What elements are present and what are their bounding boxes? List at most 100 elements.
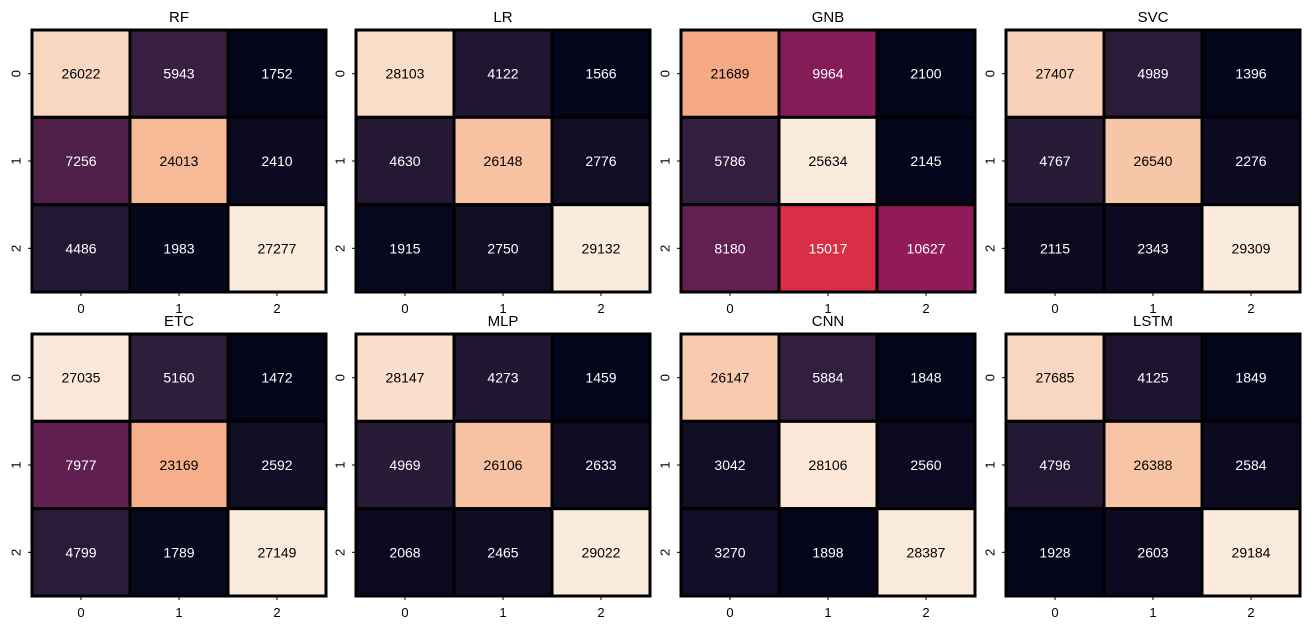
- cell-value-label: 8180: [714, 240, 745, 256]
- y-tick-label: 0: [8, 70, 23, 77]
- y-tick-label: 1: [657, 157, 672, 164]
- heatmap-cell: [452, 419, 554, 511]
- cell-value-label: 4796: [1039, 457, 1070, 473]
- cell-value-label: 27277: [258, 240, 297, 256]
- cell-value-label: 29184: [1232, 544, 1271, 560]
- cell-value-label: 5943: [163, 66, 194, 82]
- x-tick-label: 2: [922, 605, 929, 620]
- cell-value-label: 2592: [261, 457, 292, 473]
- panel-title-rf: RF: [169, 9, 189, 26]
- cell-value-label: 2100: [910, 66, 941, 82]
- cell-value-label: 4486: [65, 240, 96, 256]
- y-tick-label: 2: [8, 245, 23, 252]
- cell-value-label: 4969: [389, 457, 420, 473]
- x-tick-label: 0: [1051, 605, 1058, 620]
- heatmap-cell: [30, 507, 132, 598]
- x-tick-label: 0: [1051, 301, 1058, 316]
- heatmap-cell: [1200, 419, 1302, 511]
- heatmap-cell: [777, 332, 879, 423]
- cell-value-label: 26147: [711, 370, 750, 386]
- heatmap-cell: [1004, 419, 1106, 511]
- panel-title-etc: ETC: [164, 313, 194, 330]
- cell-value-label: 1566: [585, 66, 616, 82]
- cell-value-label: 1752: [261, 66, 292, 82]
- heatmap-cell: [354, 28, 456, 119]
- cell-value-label: 29022: [582, 544, 621, 560]
- cell-value-label: 4273: [487, 370, 518, 386]
- heatmap-cell: [875, 507, 977, 598]
- cell-value-label: 21689: [711, 66, 750, 82]
- heatmap-cell: [1004, 115, 1106, 207]
- panel-title-lstm: LSTM: [1133, 313, 1173, 330]
- heatmap-cell: [354, 332, 456, 423]
- heatmap-cell: [875, 332, 977, 423]
- x-tick-label: 0: [77, 605, 84, 620]
- cell-value-label: 4122: [487, 66, 518, 82]
- heatmap-cell: [550, 419, 652, 511]
- y-tick-label: 0: [332, 70, 347, 77]
- heatmap-cell: [1200, 332, 1302, 423]
- heatmap-cell: [1102, 203, 1204, 294]
- heatmap-cell: [679, 507, 781, 598]
- cell-value-label: 27407: [1036, 66, 1075, 82]
- cell-value-label: 27035: [62, 370, 101, 386]
- heatmap-cell: [875, 203, 977, 294]
- heatmap-cell: [777, 115, 879, 207]
- heatmap-cell: [1004, 28, 1106, 119]
- y-tick-label: 1: [8, 461, 23, 468]
- panel-cnn: CNN 26147 5884 1848 3042 28106 2560 3270 1898 283…: [657, 313, 1065, 620]
- cell-value-label: 24013: [160, 153, 199, 169]
- cell-value-label: 26388: [1134, 457, 1173, 473]
- heatmap-cell: [226, 419, 328, 511]
- cell-value-label: 1396: [1235, 66, 1266, 82]
- heatmap-cell: [30, 332, 132, 423]
- x-tick-label: 0: [77, 301, 84, 316]
- cell-value-label: 29309: [1232, 240, 1271, 256]
- cell-value-label: 28387: [907, 544, 946, 560]
- heatmap-cell: [30, 419, 132, 511]
- cell-value-label: 2633: [585, 457, 616, 473]
- x-tick-label: 2: [273, 605, 280, 620]
- y-tick-label: 1: [982, 157, 997, 164]
- y-tick-label: 1: [982, 461, 997, 468]
- panel-lr: LR 28103 4122 1566 4630 26148 2776 1915 2750 2913…: [332, 9, 740, 316]
- y-tick-label: 2: [332, 245, 347, 252]
- x-tick-label: 2: [273, 301, 280, 316]
- cell-value-label: 2343: [1137, 240, 1168, 256]
- cell-value-label: 1983: [163, 240, 194, 256]
- cell-value-label: 26022: [62, 66, 101, 82]
- panel-etc: ETC 27035 5160 1472 7977 23169 2592 4799 1789 271…: [8, 313, 416, 620]
- cell-value-label: 2584: [1235, 457, 1266, 473]
- cell-value-label: 7256: [65, 153, 96, 169]
- cell-value-label: 26148: [484, 153, 523, 169]
- panel-title-cnn: CNN: [812, 313, 845, 330]
- x-tick-label: 2: [597, 301, 604, 316]
- heatmap-cell: [128, 203, 230, 294]
- x-tick-label: 1: [824, 301, 831, 316]
- cell-value-label: 1848: [910, 370, 941, 386]
- heatmap-cell: [354, 115, 456, 207]
- cell-value-label: 28103: [386, 66, 425, 82]
- cell-value-label: 2068: [389, 544, 420, 560]
- heatmap-cell: [452, 203, 554, 294]
- cell-value-label: 28106: [809, 457, 848, 473]
- heatmap-cell: [226, 332, 328, 423]
- cell-value-label: 1915: [389, 240, 420, 256]
- cell-value-label: 4125: [1137, 370, 1168, 386]
- y-tick-label: 0: [982, 374, 997, 381]
- y-tick-label: 0: [657, 70, 672, 77]
- x-tick-label: 1: [499, 605, 506, 620]
- x-tick-label: 1: [175, 605, 182, 620]
- y-tick-label: 2: [982, 245, 997, 252]
- cell-value-label: 5160: [163, 370, 194, 386]
- cell-value-label: 5884: [812, 370, 843, 386]
- cell-value-label: 28147: [386, 370, 425, 386]
- y-tick-label: 2: [982, 549, 997, 556]
- cell-value-label: 27685: [1036, 370, 1075, 386]
- cell-value-label: 7977: [65, 457, 96, 473]
- x-tick-label: 2: [922, 301, 929, 316]
- panel-rf: RF 26022 5943 1752 7256 24013 2410 4486 1983 2727…: [8, 9, 416, 316]
- cell-value-label: 2410: [261, 153, 292, 169]
